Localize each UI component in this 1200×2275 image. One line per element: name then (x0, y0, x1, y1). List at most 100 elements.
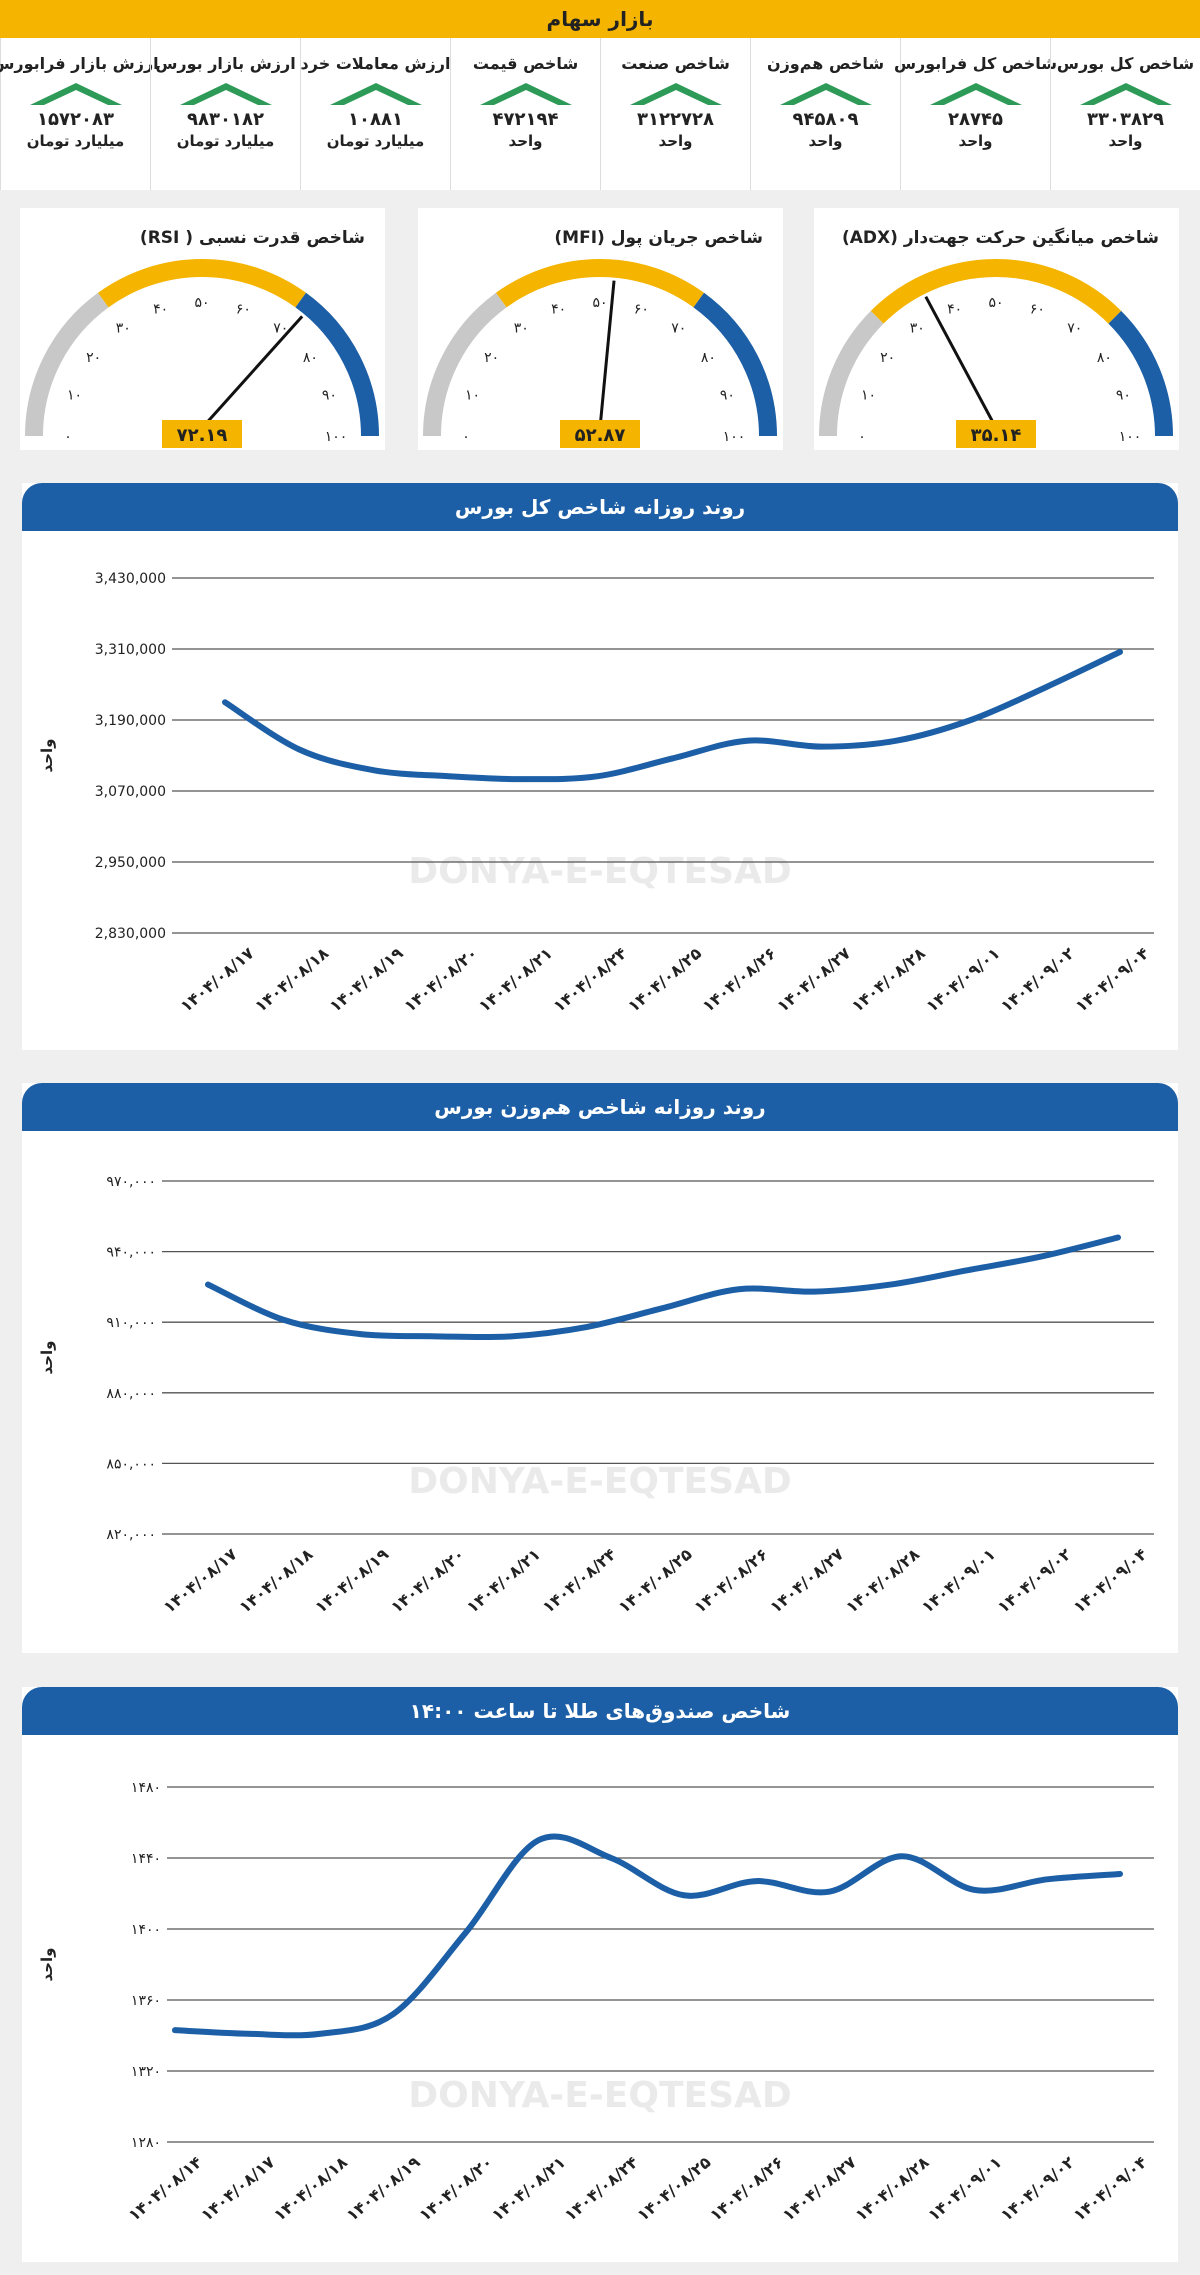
stat-unit: میلیارد تومان (176, 132, 275, 150)
gauge-band (495, 259, 705, 308)
stat-0: شاخص کل بورس ۳۳۰۳۸۲۹ واحد (1050, 38, 1200, 190)
x-tick-label: ۱۴۰۴/۰۸/۱۷ (160, 1544, 241, 1616)
chart-equal-weight-index: روند روزانه شاخص هم‌وزن بورس DONYA-E-EQT… (22, 1083, 1178, 1653)
x-tick-label: ۱۴۰۴/۰۹/۰۱ (918, 1545, 999, 1617)
stat-value: ۴۷۲۱۹۴ (492, 109, 559, 130)
x-tick-label: ۱۴۰۴/۰۸/۲۵ (615, 1544, 696, 1616)
data-point (520, 776, 526, 782)
stat-unit: میلیارد تومان (26, 132, 125, 150)
gauge-band (295, 292, 379, 437)
data-point (899, 1853, 905, 1859)
data-point (446, 773, 452, 779)
gauge-tick-label: ۷۰ (1067, 321, 1082, 337)
gauge-band (1108, 310, 1173, 437)
y-axis-label: واحد (38, 739, 56, 773)
x-tick-label: ۱۴۰۴/۰۸/۲۷ (766, 1544, 847, 1616)
stat-value: ۱۵۷۲۰۸۳ (37, 109, 114, 130)
gauge-band (97, 259, 307, 308)
gauge-dial: ۰ ۱۰ ۲۰ ۳۰ ۴۰ ۵۰ ۶۰ ۷۰ ۸۰ ۹۰ ۱۰۰ ۳۵.۱۴ (819, 259, 1173, 448)
data-point (819, 744, 825, 750)
gauge-tick-label: ۳۰ (514, 321, 529, 337)
gauge-value: ۳۵.۱۴ (971, 425, 1022, 446)
y-tick-label: ۸۲۰,۰۰۰ (106, 1527, 156, 1543)
line-chart: DONYA-E-EQTESAD 2,830,000 2,950,000 3,070,0… (38, 571, 1154, 1016)
stat-value: ۳۱۲۲۷۲۸ (637, 109, 714, 130)
gauge-tick-label: ۲۰ (86, 350, 101, 366)
gauge-tick-label: ۲۰ (880, 350, 895, 366)
up-arrow-icon (629, 83, 722, 105)
gauge-dial: ۰ ۱۰ ۲۰ ۳۰ ۴۰ ۵۰ ۶۰ ۷۰ ۸۰ ۹۰ ۱۰۰ ۵۲.۸۷ (423, 259, 777, 448)
stat-6: ارزش بازار بورس ۹۸۳۰۱۸۲ میلیارد تومان (150, 38, 300, 190)
x-tick-label: ۱۴۰۴/۰۹/۰۲ (997, 2152, 1078, 2224)
chart-title: روند روزانه شاخص هم‌وزن بورس (434, 1095, 766, 1119)
y-axis-label: واحد (38, 1341, 56, 1375)
stat-label: ارزش معاملات خرد (300, 54, 451, 73)
gauge-tick-label: ۶۰ (1030, 302, 1045, 318)
data-point (1042, 684, 1048, 690)
data-point (736, 1286, 742, 1292)
stat-label: شاخص کل فرابورس (893, 54, 1058, 73)
gauge-card: شاخص جریان پول (MFI) ۰ ۱۰ ۲۰ ۳۰ ۴۰ ۵۰ ۶۰ ۷۰ ۸۰ ۹۰ ۱… (418, 208, 783, 450)
gauge-tick-label: ۴۰ (947, 302, 962, 318)
stat-unit: واحد (1108, 132, 1143, 150)
x-tick-label: ۱۴۰۴/۰۸/۲۰ (387, 1545, 468, 1617)
chart-header: شاخص صندوق‌های طلا تا ساعت ۱۴:۰۰ (22, 1687, 1178, 1735)
gauge-tick-label: ۵۰ (592, 295, 607, 311)
chart-title: روند روزانه شاخص کل بورس (454, 495, 746, 519)
y-tick-label: ۱۴۸۰ (131, 1780, 161, 1796)
x-tick-label: ۱۴۰۴/۰۸/۲۴ (539, 1544, 620, 1616)
top-header: بازار سهام (0, 0, 1200, 38)
y-tick-label: ۸۵۰,۰۰۰ (106, 1456, 156, 1472)
x-tick-label: ۱۴۰۴/۰۸/۲۱ (488, 2153, 569, 2225)
line-chart: DONYA-E-EQTESAD ۸۲۰,۰۰۰ ۸۵۰,۰۰۰ ۸۸۰,۰۰۰ ۹۱۰,… (38, 1174, 1154, 1617)
gauge-tick-label: ۹۰ (322, 388, 337, 404)
data-point (245, 2031, 251, 2037)
y-tick-label: ۱۳۲۰ (131, 2064, 161, 2080)
data-point (463, 1930, 469, 1936)
up-arrow-icon (329, 83, 422, 105)
chart-gold-funds-index: شاخص صندوق‌های طلا تا ساعت ۱۴:۰۰ DONYA-E… (22, 1687, 1178, 2262)
market-stats: شاخص کل بورس ۳۳۰۳۸۲۹ واحد شاخص کل فرابورس ۲۸… (0, 38, 1200, 190)
data-point (172, 2027, 178, 2033)
up-arrow-icon (29, 83, 122, 105)
x-tick-label: ۱۴۰۴/۰۸/۱۸ (270, 2152, 351, 2224)
gauge-tick-label: ۶۰ (634, 302, 649, 318)
watermark: DONYA-E-EQTESAD (408, 2075, 792, 2116)
stat-unit: واحد (508, 132, 543, 150)
gauges-row: شاخص قدرت نسبی ( RSI) ۰ ۱۰ ۲۰ ۳۰ ۴۰ ۵۰ ۶۰ ۷۰ ۸۰ ۹۰… (0, 208, 1200, 453)
data-point (357, 1331, 363, 1337)
chart-header: روند روزانه شاخص هم‌وزن بورس (22, 1083, 1178, 1131)
x-tick-label: ۱۴۰۴/۰۸/۱۸ (235, 1544, 316, 1616)
watermark: DONYA-E-EQTESAD (408, 1461, 792, 1502)
data-point (1117, 649, 1123, 655)
gauge-value-box (956, 420, 1036, 448)
stat-label: شاخص قیمت (472, 54, 579, 73)
gauge-tick-label: ۴۰ (153, 302, 168, 318)
stat-label: شاخص صنعت (621, 54, 730, 73)
gauge-value: ۷۲.۱۹ (177, 425, 228, 446)
x-tick-label: ۱۴۰۴/۰۸/۲۰ (415, 2153, 496, 2225)
gauge-tick-label: ۱۰۰ (325, 429, 348, 445)
x-tick-label: ۱۴۰۴/۰۸/۲۴ (549, 943, 630, 1015)
gauge-title: شاخص میانگین حرکت جهت‌دار (ADX) (841, 228, 1159, 248)
x-tick-label: ۱۴۰۴/۰۸/۲۶ (690, 1545, 771, 1617)
data-point (972, 1887, 978, 1893)
gauge-band (25, 292, 109, 437)
gauge-tick-label: ۶۰ (236, 302, 251, 318)
x-tick-label: ۱۴۰۴/۰۸/۱۹ (343, 2152, 424, 2224)
data-point (812, 1289, 818, 1295)
x-tick-label: ۱۴۰۴/۰۹/۰۱ (924, 2153, 1005, 2225)
x-tick-label: ۱۴۰۴/۰۹/۰۲ (994, 1544, 1075, 1616)
data-point (535, 1837, 541, 1843)
stat-label: شاخص هم‌وزن (766, 54, 885, 73)
page-title: بازار سهام (546, 7, 654, 31)
x-tick-label: ۱۴۰۴/۰۸/۱۹ (311, 1544, 392, 1616)
watermark: DONYA-E-EQTESAD (408, 851, 792, 892)
gauge-tick-label: ۱۰ (861, 388, 876, 404)
gauge-tick-label: ۹۰ (1116, 388, 1131, 404)
gauge-tick-label: ۱۰۰ (723, 429, 746, 445)
stat-value: ۱۰۸۸۱ (348, 109, 403, 130)
gauge-tick-label: ۱۰۰ (1119, 429, 1142, 445)
x-tick-label: ۱۴۰۴/۰۸/۱۷ (177, 943, 258, 1015)
gauge-dial: ۰ ۱۰ ۲۰ ۳۰ ۴۰ ۵۰ ۶۰ ۷۰ ۸۰ ۹۰ ۱۰۰ ۷۲.۱۹ (25, 259, 379, 448)
